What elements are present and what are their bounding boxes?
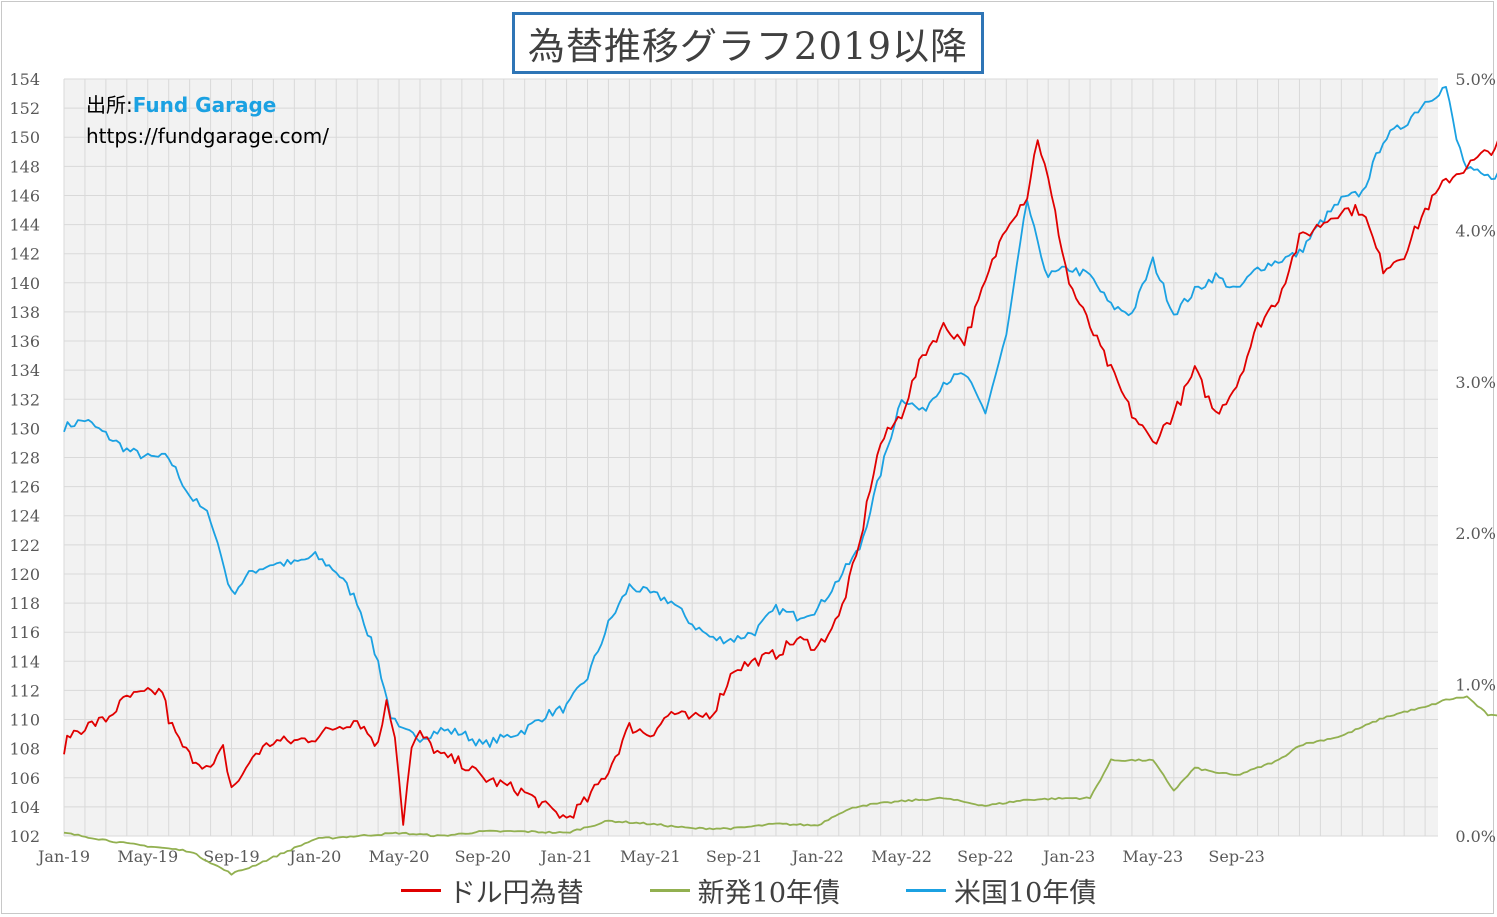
x-tick: Jan-23 <box>1041 847 1095 866</box>
legend-swatch-red <box>400 888 441 892</box>
y-left-tick: 152 <box>9 99 40 118</box>
tick-labels: 102 104 106 108 110 112 114 116 118 120 122 124 126 1… <box>9 70 1496 866</box>
y-left-tick: 114 <box>9 652 40 671</box>
y-left-tick: 126 <box>9 478 40 497</box>
x-tick: Jan-22 <box>790 847 844 866</box>
x-tick: Jan-21 <box>539 847 593 866</box>
y-left-tick: 132 <box>9 390 40 409</box>
y-right-tick: 3.0% <box>1455 373 1496 392</box>
source-note: 出所:Fund Garage https://fundgarage.com/ <box>86 90 329 152</box>
y-left-tick: 150 <box>9 128 40 147</box>
y-left-tick: 124 <box>9 507 40 526</box>
chart-legend: ドル円為替 新発10年債 米国10年債 <box>0 868 1497 912</box>
series-lines <box>63 86 1497 876</box>
y-left-tick: 118 <box>9 594 40 613</box>
x-tick: Sep-21 <box>706 847 762 866</box>
y-left-tick: 142 <box>9 245 40 264</box>
y-left-tick: 154 <box>9 70 40 89</box>
x-tick: Sep-23 <box>1208 847 1264 866</box>
y-left-tick: 120 <box>9 565 40 584</box>
y-left-tick: 146 <box>9 186 40 205</box>
x-tick: Sep-22 <box>957 847 1013 866</box>
source-label: 出所 <box>86 93 126 117</box>
y-right-tick: 4.0% <box>1455 221 1496 240</box>
y-left-tick: 106 <box>9 769 40 788</box>
legend-label-usdjpy: ドル円為替 <box>448 877 584 909</box>
y-left-tick: 104 <box>9 798 40 817</box>
y-left-tick: 122 <box>9 536 40 555</box>
y-left-tick: 140 <box>9 274 40 293</box>
y-left-tick: 144 <box>9 216 40 235</box>
legend-label-jgb10y: 新発10年債 <box>697 877 840 909</box>
y-right-tick: 2.0% <box>1455 524 1496 543</box>
x-tick: May-19 <box>117 847 178 866</box>
legend-swatch-green <box>649 888 690 892</box>
series-line-1 <box>63 695 1497 876</box>
legend-item-ust10y: 米国10年債 <box>906 871 1096 910</box>
x-tick: Sep-20 <box>455 847 511 866</box>
x-tick: May-21 <box>620 847 681 866</box>
y-left-tick: 130 <box>9 419 40 438</box>
y-left-tick: 136 <box>9 332 40 351</box>
y-left-tick: 116 <box>9 623 40 642</box>
y-left-tick: 110 <box>9 711 40 730</box>
y-right-tick: 0.0% <box>1455 827 1496 846</box>
x-tick: Jan-20 <box>287 847 341 866</box>
x-tick: Jan-19 <box>36 847 90 866</box>
legend-label-ust10y: 米国10年債 <box>954 877 1097 909</box>
legend-item-usdjpy: ドル円為替 <box>400 871 584 910</box>
source-url: https://fundgarage.com/ <box>86 124 330 148</box>
x-tick: May-23 <box>1123 847 1184 866</box>
legend-item-jgb10y: 新発10年債 <box>649 871 840 910</box>
y-left-tick: 134 <box>9 361 40 380</box>
y-left-tick: 102 <box>9 827 40 846</box>
y-left-tick: 128 <box>9 449 40 468</box>
chart-title: 為替推移グラフ2019以降 <box>512 12 984 74</box>
chart-title-text: 為替推移グラフ2019以降 <box>527 25 969 68</box>
source-brand: Fund Garage <box>132 93 277 117</box>
y-left-tick: 148 <box>9 157 40 176</box>
grid-lines <box>63 78 1438 837</box>
series-line-2 <box>63 86 1497 748</box>
y-right-tick: 1.0% <box>1455 676 1496 695</box>
x-tick: Sep-19 <box>203 847 259 866</box>
y-left-tick: 112 <box>9 681 40 700</box>
y-left-tick: 138 <box>9 303 40 322</box>
x-tick: May-22 <box>871 847 932 866</box>
source-line: 出所:Fund Garage <box>86 90 329 121</box>
y-right-tick: 5.0% <box>1455 70 1496 89</box>
series-line-0 <box>63 139 1497 826</box>
x-tick: May-20 <box>369 847 430 866</box>
y-left-tick: 108 <box>9 740 40 759</box>
legend-swatch-blue <box>906 888 946 892</box>
source-sep: : <box>126 93 133 117</box>
